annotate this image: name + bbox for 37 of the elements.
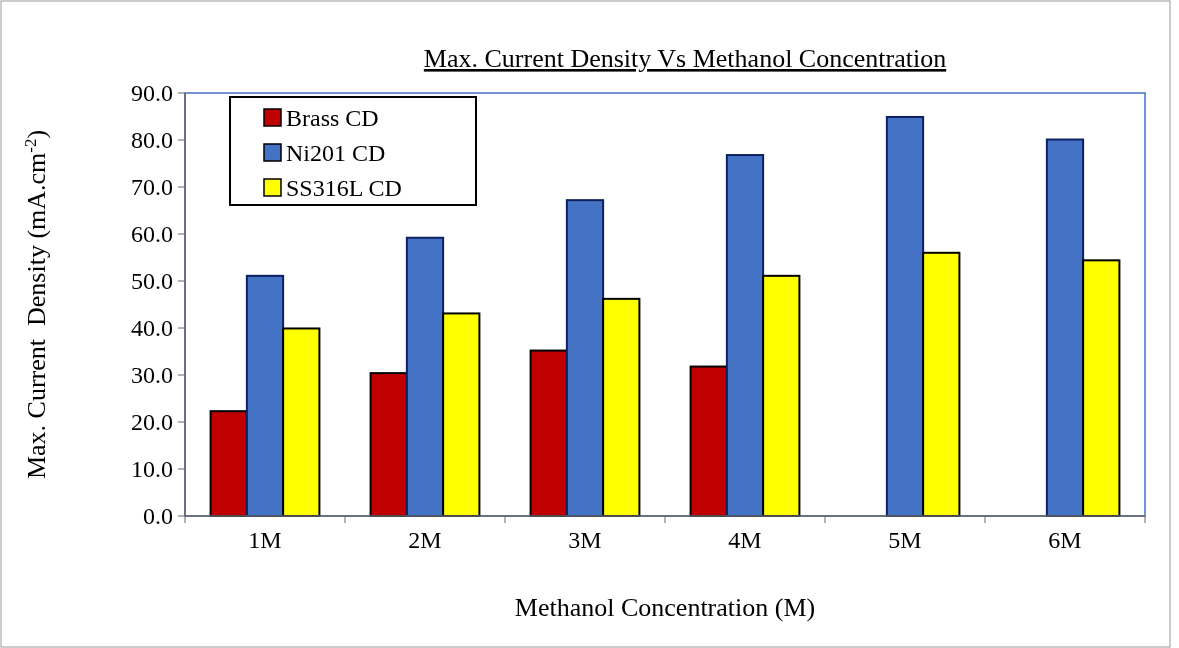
bar	[725, 154, 765, 517]
y-tick-label: 70.0	[131, 174, 173, 201]
bar	[245, 274, 285, 517]
bar	[922, 251, 961, 517]
x-tick-label: 1M	[248, 527, 282, 553]
y-tick-label: 30.0	[131, 362, 173, 389]
x-tick-label: 6M	[1048, 527, 1082, 553]
y-tick-label: 20.0	[131, 409, 173, 436]
y-tick-label: 80.0	[131, 127, 173, 154]
bar	[885, 115, 925, 517]
bar	[1082, 259, 1121, 517]
x-tick-label: 4M	[728, 527, 762, 553]
y-tick-label: 40.0	[131, 315, 173, 342]
bar	[405, 236, 445, 517]
y-tick-label: 90.0	[131, 80, 173, 107]
bar	[369, 372, 408, 517]
bar	[209, 410, 248, 517]
chart-title: Max. Current Density Vs Methanol Concentration	[423, 44, 947, 73]
y-tick-label: 50.0	[131, 268, 173, 295]
legend-label: SS316L CD	[286, 175, 402, 202]
bar	[762, 274, 801, 517]
bar	[689, 365, 728, 517]
y-tick-label: 60.0	[131, 221, 173, 248]
bar	[1045, 138, 1085, 517]
y-tick-label: 10.0	[131, 456, 173, 483]
bar	[442, 312, 481, 517]
bar	[282, 327, 321, 517]
x-tick-label: 2M	[408, 527, 442, 553]
x-tick-label: 3M	[568, 527, 602, 553]
bar	[529, 349, 568, 517]
legend-label: Brass CD	[286, 105, 379, 132]
x-tick-label: 5M	[888, 527, 922, 553]
y-tick-label: 0.0	[143, 503, 173, 530]
bar	[602, 297, 641, 517]
legend-label: Ni201 CD	[286, 140, 386, 167]
bar	[565, 199, 605, 517]
x-axis-title: Methanol Concentration (M)	[514, 593, 816, 622]
